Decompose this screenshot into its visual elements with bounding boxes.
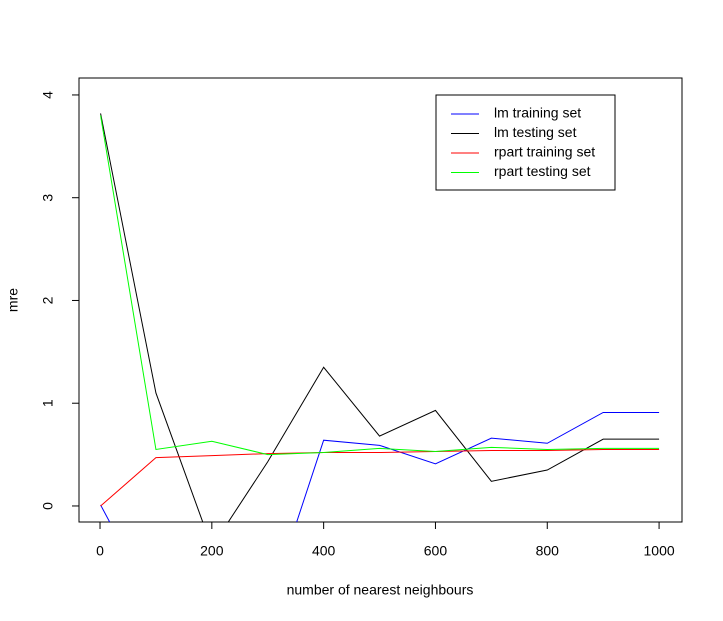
x-tick-label: 0: [96, 543, 104, 559]
series-line: [100, 411, 660, 522]
legend-box: [435, 94, 616, 191]
series-line: [100, 115, 660, 456]
x-tick-label: 400: [312, 543, 336, 559]
legend-label: rpart training set: [494, 144, 595, 160]
x-tick-label: 200: [200, 543, 224, 559]
y-tick-label: 2: [40, 296, 56, 304]
plot-area: [100, 113, 660, 522]
y-tick-label: 4: [40, 91, 56, 99]
x-axis-label: number of nearest neighbours: [287, 582, 474, 598]
x-tick-label: 1000: [644, 543, 675, 559]
x-tick-label: 800: [536, 543, 560, 559]
legend-label: lm training set: [494, 105, 581, 121]
x-tick-label: 600: [424, 543, 448, 559]
series-line: [100, 113, 660, 522]
y-tick-label: 3: [40, 194, 56, 202]
y-axis-label: mre: [5, 288, 21, 312]
y-tick-label: 0: [40, 502, 56, 510]
y-tick-label: 1: [40, 399, 56, 407]
series-line: [100, 448, 660, 507]
legend-label: rpart testing set: [494, 163, 591, 179]
legend-label: lm testing set: [494, 124, 577, 140]
